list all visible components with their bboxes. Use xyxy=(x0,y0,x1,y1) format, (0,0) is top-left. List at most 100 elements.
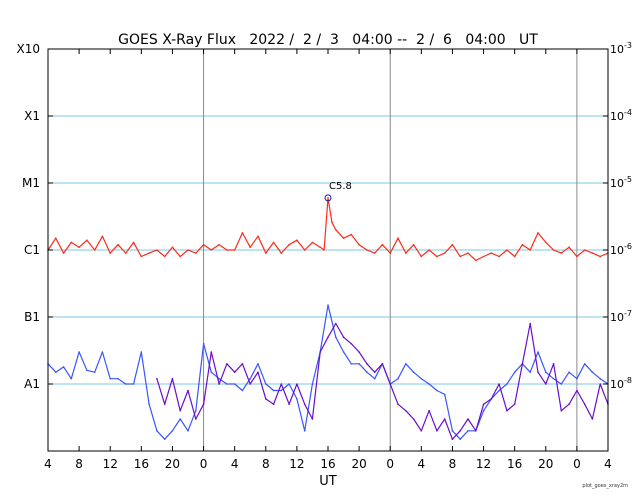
flux-point-1 xyxy=(576,255,578,258)
flux-point-2 xyxy=(529,371,531,374)
flux-point-2 xyxy=(420,377,423,380)
right-tick-label: 10-3 xyxy=(610,41,632,56)
flux-point-1 xyxy=(467,252,469,254)
flux-point-1 xyxy=(132,241,135,244)
x-tick-label: 4 xyxy=(44,457,52,471)
flux-point-3 xyxy=(171,377,174,380)
flux-point-2 xyxy=(288,383,290,385)
flux-point-2 xyxy=(55,371,57,374)
flux-point-1 xyxy=(397,237,399,239)
flux-point-3 xyxy=(195,418,197,420)
left-tick-label: C1 xyxy=(24,243,40,257)
flux-point-3 xyxy=(249,383,251,385)
x-tick-label: 0 xyxy=(200,457,208,471)
flux-point-3 xyxy=(303,403,306,406)
flux-point-1 xyxy=(241,232,244,234)
flux-point-2 xyxy=(498,389,500,392)
flux-point-3 xyxy=(288,403,290,406)
flux-point-2 xyxy=(412,371,415,374)
flux-series xyxy=(47,197,609,441)
flux-point-1 xyxy=(62,252,65,254)
flux-point-2 xyxy=(545,371,547,374)
flux-point-2 xyxy=(117,377,119,380)
flux-point-1 xyxy=(552,249,555,251)
flux-point-3 xyxy=(179,409,181,412)
flux-point-1 xyxy=(350,233,353,236)
flux-point-1 xyxy=(140,255,143,258)
flux-point-3 xyxy=(412,418,415,420)
flux-point-1 xyxy=(296,239,298,241)
right-tick-label: 10-5 xyxy=(610,175,632,190)
flux-point-1 xyxy=(436,255,438,258)
flux-point-2 xyxy=(537,351,539,353)
flux-point-1 xyxy=(218,243,220,246)
left-tick-label: M1 xyxy=(22,176,40,190)
flux-point-1 xyxy=(109,252,111,254)
flux-point-2 xyxy=(358,363,360,365)
flux-point-3 xyxy=(482,403,485,406)
flux-point-2 xyxy=(482,409,485,412)
flux-point-2 xyxy=(513,371,516,374)
plot-credit: plot_goes_xray2m xyxy=(582,483,628,489)
flux-point-2 xyxy=(156,430,158,432)
flux-point-2 xyxy=(218,377,220,380)
flux-point-2 xyxy=(591,371,594,374)
flux-point-2 xyxy=(443,393,446,396)
flux-point-3 xyxy=(210,351,213,353)
flux-point-2 xyxy=(303,430,306,432)
flux-point-2 xyxy=(195,409,197,412)
flux-point-2 xyxy=(576,377,578,380)
flux-point-1 xyxy=(202,243,205,246)
flux-point-1 xyxy=(521,243,524,246)
flux-point-3 xyxy=(335,322,337,325)
flux-point-3 xyxy=(156,377,158,380)
flux-point-2 xyxy=(265,383,267,385)
flux-point-2 xyxy=(163,438,166,441)
flux-point-2 xyxy=(327,304,329,307)
flux-point-1 xyxy=(545,241,547,244)
flux-point-3 xyxy=(591,418,594,420)
left-tick-label: X10 xyxy=(17,42,41,56)
left-tick-label: X1 xyxy=(24,109,40,123)
flux-point-1 xyxy=(475,259,477,262)
x-tick-label: 0 xyxy=(573,457,581,471)
flux-series-line-1 xyxy=(47,197,609,261)
flux-point-3 xyxy=(459,430,462,432)
flux-point-1 xyxy=(405,252,407,254)
flux-point-3 xyxy=(599,383,601,385)
flux-point-1 xyxy=(303,249,306,251)
axis-ticks: X10 X1 M1 C1 B1 A1 10-3 10-4 10-5 10-6 10-7 10-8 4 8 1… xyxy=(17,41,632,471)
flux-point-3 xyxy=(475,430,477,432)
flux-point-1 xyxy=(179,255,181,258)
right-tick-label: 10-4 xyxy=(610,108,632,123)
x-tick-label: 12 xyxy=(289,457,304,471)
flux-point-2 xyxy=(125,383,127,385)
flare-annotation: C5.8 xyxy=(324,181,352,202)
x-tick-label: 16 xyxy=(134,457,149,471)
flux-point-2 xyxy=(342,351,345,353)
flux-point-2 xyxy=(148,403,150,406)
flux-point-1 xyxy=(233,249,236,251)
x-tick-label: 20 xyxy=(538,457,553,471)
flux-point-1 xyxy=(591,252,594,254)
x-tick-label: 8 xyxy=(449,457,457,471)
flux-point-2 xyxy=(62,366,65,368)
flux-point-2 xyxy=(552,377,555,380)
flux-point-3 xyxy=(163,403,166,406)
flux-point-2 xyxy=(101,351,104,353)
x-tick-label: 20 xyxy=(351,457,366,471)
flux-point-2 xyxy=(280,389,283,392)
flux-point-3 xyxy=(265,398,267,400)
flux-point-1 xyxy=(513,255,516,258)
flux-point-2 xyxy=(436,389,438,392)
flux-point-3 xyxy=(202,403,205,406)
flux-point-1 xyxy=(272,241,275,244)
flux-point-2 xyxy=(179,418,181,420)
flux-point-2 xyxy=(86,369,88,372)
flux-point-3 xyxy=(576,389,578,392)
flux-point-3 xyxy=(405,409,407,412)
flux-point-1 xyxy=(459,255,462,258)
x-tick-label: 12 xyxy=(103,457,118,471)
flare-peak-label: C5.8 xyxy=(329,181,352,192)
flux-point-3 xyxy=(498,383,500,385)
